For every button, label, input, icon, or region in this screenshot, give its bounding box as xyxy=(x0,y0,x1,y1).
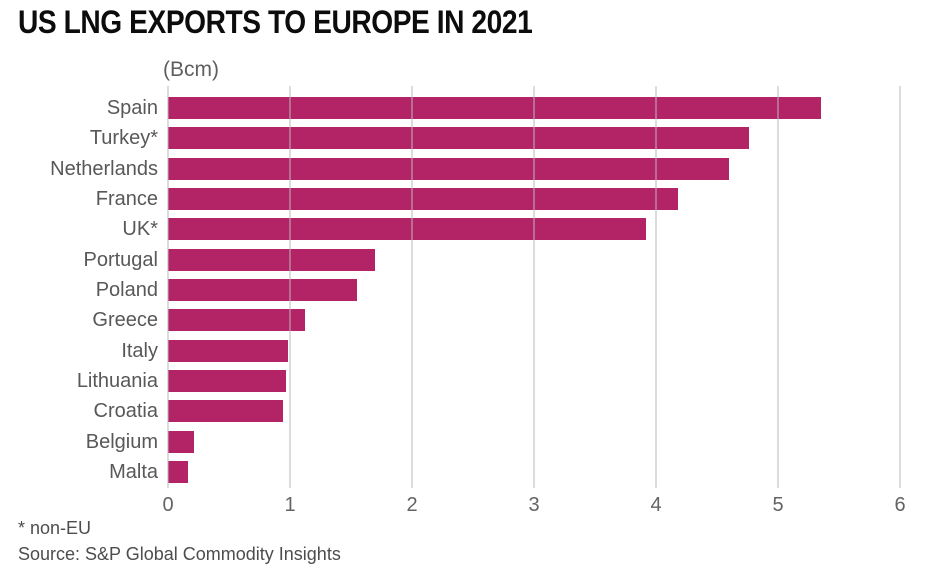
x-tick-label: 0 xyxy=(162,494,174,516)
gridline xyxy=(655,86,657,488)
bar xyxy=(168,400,283,423)
gridline xyxy=(533,86,535,488)
unit-label: (Bcm) xyxy=(163,58,219,81)
category-label: Italy xyxy=(121,339,158,362)
category-label: France xyxy=(95,187,158,210)
gridline xyxy=(167,86,169,488)
plot-area xyxy=(167,86,901,488)
bar xyxy=(168,339,288,362)
bar xyxy=(168,460,188,483)
x-tick-label: 3 xyxy=(528,494,540,516)
gridline xyxy=(411,86,413,488)
x-tick-label: 4 xyxy=(650,494,662,516)
gridline xyxy=(777,86,779,488)
category-label: Lithuania xyxy=(76,369,158,392)
category-label: Greece xyxy=(92,309,158,332)
category-label: Poland xyxy=(95,278,158,301)
bar xyxy=(168,218,647,241)
chart-title: US LNG EXPORTS TO EUROPE IN 2021 xyxy=(18,4,533,40)
bar xyxy=(168,430,194,453)
bar xyxy=(168,278,358,301)
category-label: Turkey* xyxy=(89,127,158,150)
category-label: Portugal xyxy=(83,248,159,271)
bar xyxy=(168,309,305,332)
bar xyxy=(168,369,287,392)
gridline xyxy=(899,86,901,488)
x-tick-label: 5 xyxy=(772,494,784,516)
x-tick-label: 1 xyxy=(284,494,296,516)
category-label: Croatia xyxy=(93,400,158,423)
category-label: Malta xyxy=(109,460,158,483)
category-label: Netherlands xyxy=(50,157,158,180)
x-tick-label: 2 xyxy=(406,494,418,516)
gridline xyxy=(289,86,291,488)
bar xyxy=(168,187,678,210)
x-tick-label: 6 xyxy=(894,494,906,516)
bar xyxy=(168,248,376,271)
category-label: Belgium xyxy=(85,430,158,453)
footnote: * non-EU xyxy=(18,518,92,538)
bar xyxy=(168,127,749,150)
bar xyxy=(168,157,730,180)
bar xyxy=(168,97,821,119)
source-credit: Source: S&P Global Commodity Insights xyxy=(18,544,341,564)
category-label: UK* xyxy=(122,218,158,241)
category-label: Spain xyxy=(106,97,158,119)
